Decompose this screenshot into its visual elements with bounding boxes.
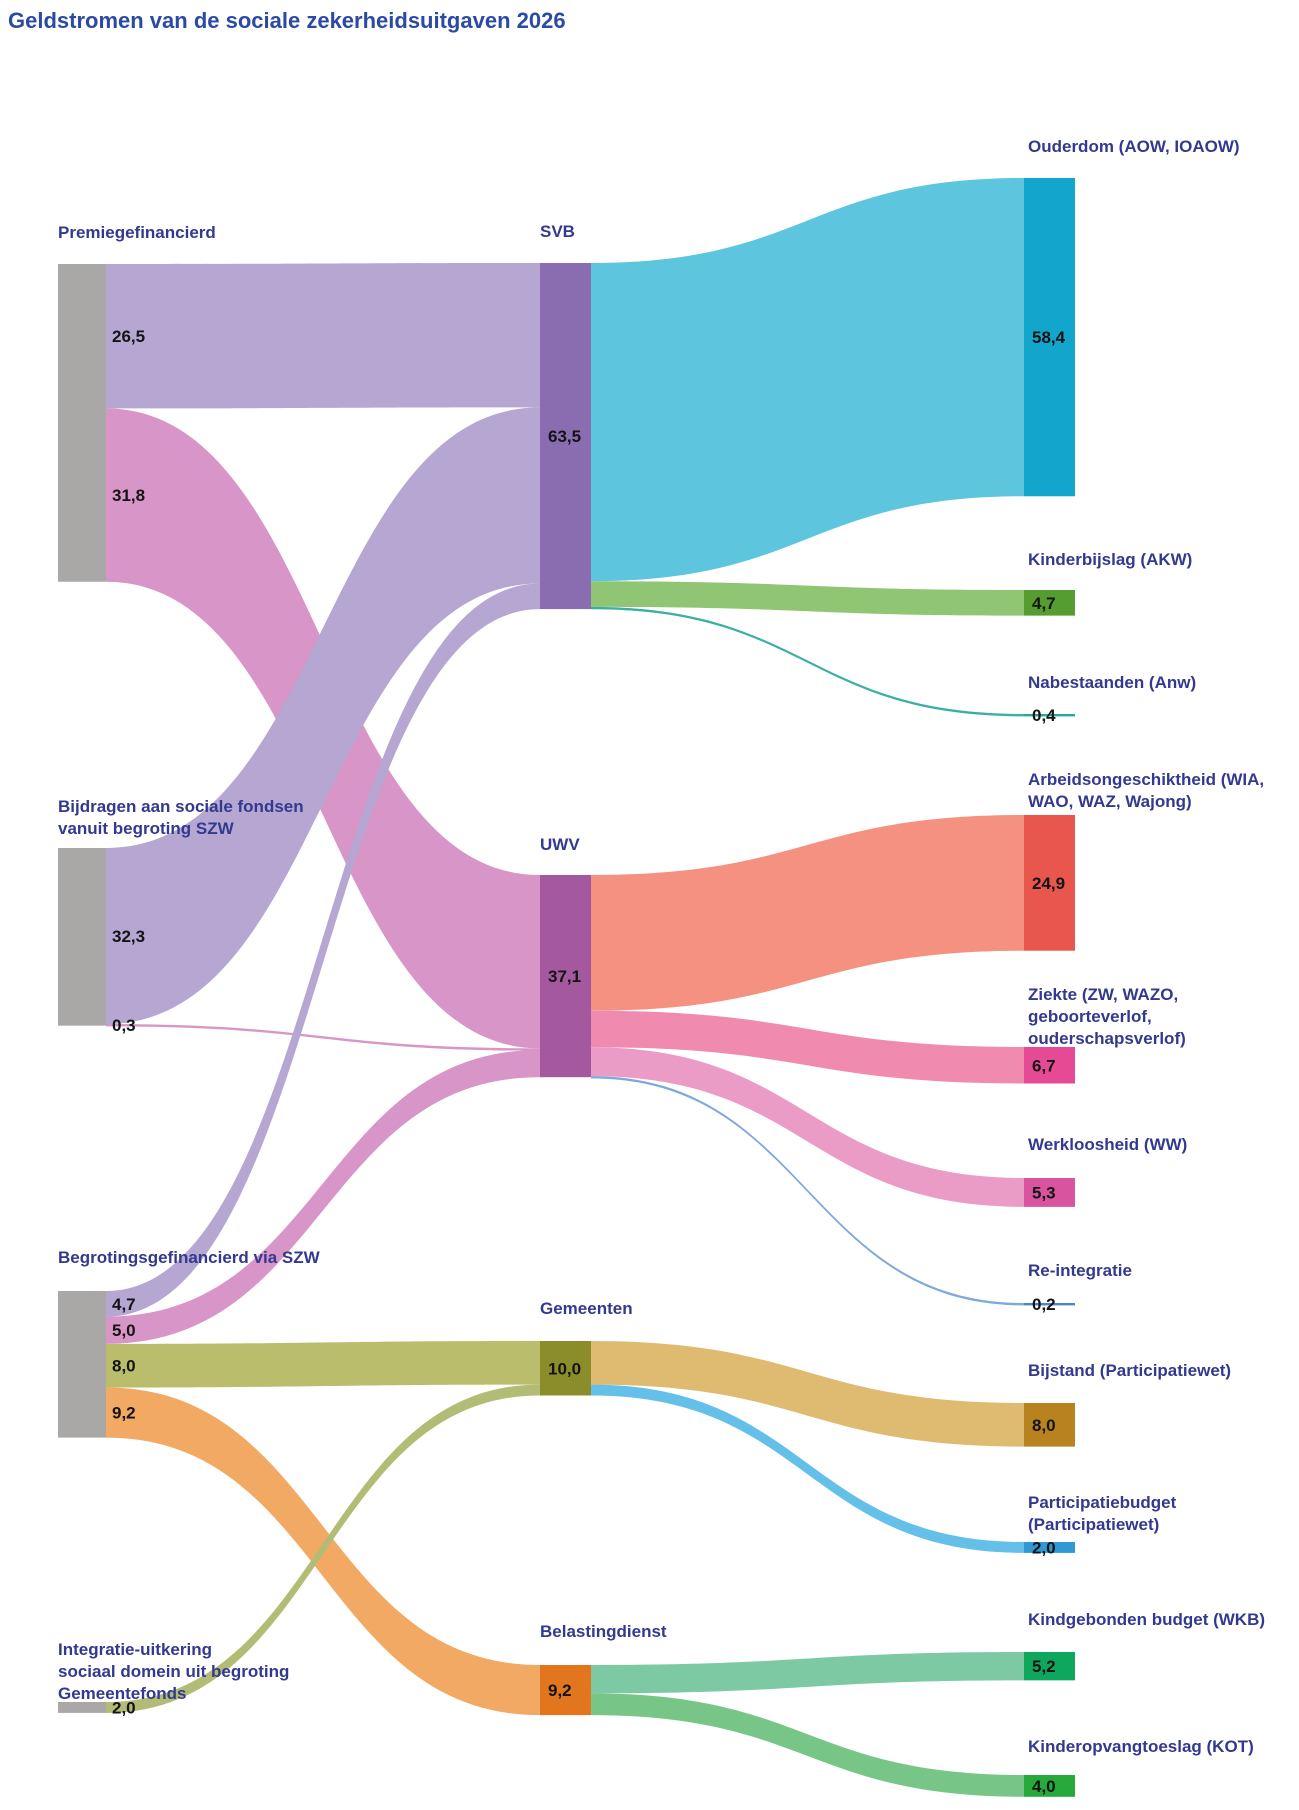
node-label-begroting: Begrotingsgefinancierd via SZW: [58, 1248, 321, 1267]
node-value-gemeenten: 10,0: [548, 1359, 581, 1378]
sankey-node-werkloosheid: [1024, 1178, 1075, 1207]
flow-gemeenten-bijstand: [591, 1341, 1024, 1447]
node-label-kinderbijslag: Kinderbijslag (AKW): [1028, 550, 1192, 569]
node-value-belastingdienst: 9,2: [548, 1681, 572, 1700]
node-label-integratie: Integratie-uitkering sociaal domein uit b…: [58, 1640, 289, 1703]
node-label-premie: Premiegefinancierd: [58, 223, 216, 242]
flow-uwv-werkloosheid: [591, 1047, 1024, 1207]
flow-begroting-gemeenten: [106, 1341, 540, 1388]
node-value-svb: 63,5: [548, 427, 581, 446]
node-label-belastingdienst: Belastingdienst: [540, 1622, 667, 1641]
node-value-kot: 4,0: [1032, 1777, 1056, 1796]
sankey-node-bijdragen: [58, 848, 106, 1026]
flow-uwv-arbeidsongeschiktheid: [591, 815, 1024, 1011]
sankey-node-belastingdienst: [540, 1665, 591, 1716]
node-value-werkloosheid: 5,3: [1032, 1183, 1056, 1202]
node-label-reintegratie: Re-integratie: [1028, 1261, 1132, 1280]
node-label-svb: SVB: [540, 222, 575, 241]
sankey-node-integratie: [58, 1702, 106, 1713]
flow-bijdragen-uwv: [106, 1024, 540, 1051]
sankey-node-bijstand: [1024, 1403, 1075, 1447]
flow-bijdragen-svb: [106, 407, 540, 1025]
flow-belastingdienst-kindgebonden: [591, 1652, 1024, 1694]
node-value-nabestaanden: 0,4: [1032, 706, 1056, 725]
node-label-kot: Kinderopvangtoeslag (KOT): [1028, 1737, 1254, 1756]
sankey-node-reintegratie: [1024, 1303, 1075, 1306]
node-value-kinderbijslag: 4,7: [1032, 594, 1056, 613]
flow-belastingdienst-kot: [591, 1693, 1024, 1797]
node-label-bijdragen: Bijdragen aan sociale fondsen vanuit begr…: [58, 797, 304, 838]
sankey-node-kinderbijslag: [1024, 590, 1075, 616]
flow-value-begroting-belastingdienst: 9,2: [112, 1404, 136, 1423]
sankey-node-kindgebonden: [1024, 1652, 1075, 1681]
node-label-nabestaanden: Nabestaanden (Anw): [1028, 673, 1196, 692]
sankey-node-ziekte: [1024, 1047, 1075, 1084]
sankey-node-uwv: [540, 875, 591, 1078]
sankey-node-gemeenten: [540, 1341, 591, 1396]
flow-value-begroting-gemeenten: 8,0: [112, 1357, 136, 1376]
node-label-bijstand: Bijstand (Participatiewet): [1028, 1361, 1231, 1380]
flow-value-begroting-uwv: 5,0: [112, 1321, 136, 1340]
node-value-ouderdom: 58,4: [1032, 328, 1066, 347]
sankey-node-begroting: [58, 1291, 106, 1438]
sankey-node-arbeidsongeschiktheid: [1024, 815, 1075, 951]
flow-value-begroting-svb: 4,7: [112, 1295, 136, 1314]
node-label-arbeidsongeschiktheid: Arbeidsongeschiktheid (WIA, WAO, WAZ, Waj…: [1028, 770, 1264, 811]
sankey-node-kot: [1024, 1775, 1075, 1797]
flow-begroting-svb: [106, 583, 540, 1317]
node-value-arbeidsongeschiktheid: 24,9: [1032, 874, 1065, 893]
node-label-participatiebudget: Participatiebudget (Participatiewet): [1028, 1493, 1177, 1534]
node-value-participatiebudget: 2,0: [1032, 1538, 1056, 1557]
sankey-node-svb: [540, 263, 591, 610]
sankey-node-participatiebudget: [1024, 1542, 1075, 1553]
flow-uwv-reintegratie: [591, 1076, 1024, 1306]
flow-premie-svb: [106, 263, 540, 409]
node-value-kindgebonden: 5,2: [1032, 1657, 1056, 1676]
node-label-werkloosheid: Werkloosheid (WW): [1028, 1135, 1187, 1154]
node-value-reintegratie: 0,2: [1032, 1295, 1056, 1314]
flow-gemeenten-participatiebudget: [591, 1384, 1024, 1553]
node-value-bijstand: 8,0: [1032, 1416, 1056, 1435]
flow-svb-ouderdom: [591, 178, 1024, 582]
sankey-node-premie: [58, 264, 106, 582]
chart-title: Geldstromen van de sociale zekerheidsuit…: [8, 8, 566, 33]
flow-value-bijdragen-uwv: 0,3: [112, 1016, 136, 1035]
flow-value-integratie-gemeenten: 2,0: [112, 1698, 136, 1717]
node-label-uwv: UWV: [540, 835, 580, 854]
flow-value-premie-svb: 26,5: [112, 327, 145, 346]
flow-integratie-gemeenten: [106, 1384, 540, 1713]
node-label-kindgebonden: Kindgebonden budget (WKB): [1028, 1610, 1265, 1629]
node-value-uwv: 37,1: [548, 967, 581, 986]
flow-value-premie-uwv: 31,8: [112, 486, 145, 505]
flow-value-bijdragen-svb: 32,3: [112, 927, 145, 946]
node-value-ziekte: 6,7: [1032, 1056, 1056, 1075]
flow-svb-kinderbijslag: [591, 581, 1024, 616]
sankey-node-ouderdom: [1024, 178, 1075, 497]
node-label-ziekte: Ziekte (ZW, WAZO, geboorteverlof, oudersch…: [1028, 985, 1186, 1048]
sankey-node-nabestaanden: [1024, 714, 1075, 717]
flow-svb-nabestaanden: [591, 606, 1024, 717]
node-label-ouderdom: Ouderdom (AOW, IOAOW): [1028, 137, 1240, 156]
flow-begroting-uwv: [106, 1049, 540, 1344]
node-label-gemeenten: Gemeenten: [540, 1299, 633, 1318]
flow-uwv-ziekte: [591, 1010, 1024, 1084]
